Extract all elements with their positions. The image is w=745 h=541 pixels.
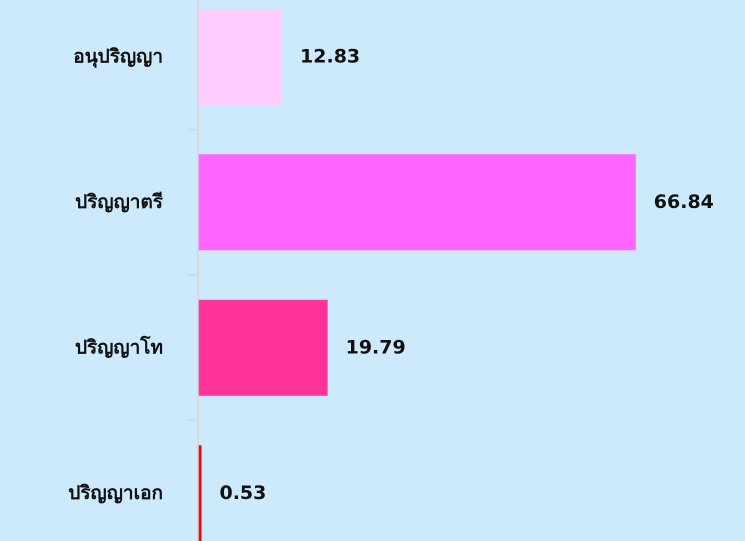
bar — [198, 299, 328, 396]
bar — [198, 154, 636, 251]
bar — [198, 8, 283, 105]
y-tick-label: อนุปริญญา — [73, 45, 163, 68]
value-label: 19.79 — [346, 336, 406, 358]
y-tick-label: ปริญญาเอก — [68, 482, 163, 504]
value-label: 0.53 — [219, 482, 266, 504]
value-label: 66.84 — [654, 191, 714, 213]
y-tick-label: ปริญญาตรี — [75, 191, 164, 213]
value-label: 12.83 — [300, 45, 360, 67]
bar — [198, 445, 202, 541]
y-tick-label: ปริญญาโท — [75, 335, 163, 358]
